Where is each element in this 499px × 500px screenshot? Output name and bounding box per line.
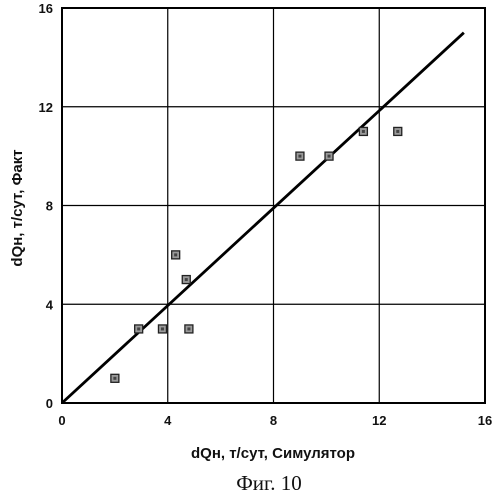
data-point-center — [161, 327, 164, 330]
x-axis-label: dQн, т/сут, Симулятор — [191, 445, 355, 462]
data-point-center — [187, 327, 190, 330]
data-point-center — [298, 155, 301, 158]
y-tick-label: 4 — [46, 297, 54, 312]
data-point-center — [328, 155, 331, 158]
data-points — [111, 127, 402, 382]
y-axis-label: dQн, т/сут, Факт — [9, 149, 26, 266]
x-tick-label: 16 — [478, 413, 492, 428]
x-tick-label: 12 — [372, 413, 386, 428]
data-point-center — [185, 278, 188, 281]
data-point-center — [137, 327, 140, 330]
reference-line-path — [62, 33, 464, 403]
y-tick-label: 8 — [46, 199, 53, 214]
data-point-center — [396, 130, 399, 133]
x-tick-label: 4 — [164, 413, 172, 428]
data-point-center — [362, 130, 365, 133]
data-point-center — [174, 253, 177, 256]
y-axis-ticks: 0 4 8 12 16 — [39, 1, 54, 411]
y-tick-label: 16 — [39, 1, 53, 16]
x-tick-label: 8 — [270, 413, 277, 428]
y-tick-label: 0 — [46, 396, 53, 411]
x-tick-label: 0 — [58, 413, 65, 428]
y-tick-label: 12 — [39, 100, 53, 115]
reference-line — [62, 33, 464, 403]
figure-caption: Фиг. 10 — [236, 471, 302, 495]
x-axis-ticks: 0 4 8 12 16 — [58, 413, 492, 428]
data-point-center — [113, 377, 116, 380]
